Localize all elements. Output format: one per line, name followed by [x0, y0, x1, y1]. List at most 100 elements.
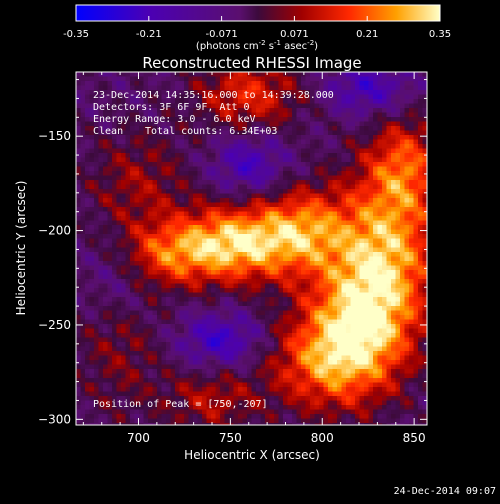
- heatmap-cell: [234, 198, 239, 203]
- heatmap-cell: [378, 126, 383, 131]
- heatmap-cell: [117, 194, 122, 199]
- heatmap-cell: [346, 77, 351, 82]
- heatmap-cell: [247, 252, 252, 257]
- heatmap-cell: [198, 194, 203, 199]
- heatmap-cell: [207, 77, 212, 82]
- heatmap-cell: [175, 257, 180, 262]
- heatmap-cell: [103, 149, 108, 154]
- heatmap-cell: [193, 297, 198, 302]
- heatmap-cell: [360, 248, 365, 253]
- heatmap-cell: [189, 306, 194, 311]
- heatmap-cell: [319, 234, 324, 239]
- heatmap-cell: [265, 207, 270, 212]
- heatmap-cell: [126, 171, 131, 176]
- heatmap-cell: [117, 329, 122, 334]
- heatmap-cell: [81, 311, 86, 316]
- heatmap-cell: [315, 171, 320, 176]
- heatmap-cell: [85, 144, 90, 149]
- heatmap-cell: [189, 72, 194, 77]
- heatmap-cell: [396, 104, 401, 109]
- heatmap-cell: [247, 342, 252, 347]
- heatmap-cell: [126, 194, 131, 199]
- heatmap-cell: [292, 234, 297, 239]
- colorbar-tick-label: 0.35: [429, 29, 451, 40]
- heatmap-cell: [310, 351, 315, 356]
- heatmap-cell: [288, 320, 293, 325]
- heatmap-cell: [346, 207, 351, 212]
- heatmap-cell: [211, 230, 216, 235]
- heatmap-cell: [333, 126, 338, 131]
- heatmap-cell: [265, 288, 270, 293]
- heatmap-cell: [283, 135, 288, 140]
- heatmap-cell: [382, 315, 387, 320]
- heatmap-cell: [171, 189, 176, 194]
- heatmap-cell: [301, 144, 306, 149]
- heatmap-cell: [193, 77, 198, 82]
- heatmap-cell: [76, 113, 81, 118]
- heatmap-cell: [130, 140, 135, 145]
- heatmap-cell: [144, 347, 149, 352]
- heatmap-cell: [355, 342, 360, 347]
- heatmap-cell: [121, 203, 126, 208]
- heatmap-cell: [202, 167, 207, 172]
- heatmap-cell: [175, 185, 180, 190]
- heatmap-cell: [310, 266, 315, 271]
- heatmap-cell: [292, 113, 297, 118]
- heatmap-cell: [238, 216, 243, 221]
- heatmap-cell: [387, 342, 392, 347]
- heatmap-cell: [405, 342, 410, 347]
- heatmap-cell: [301, 149, 306, 154]
- heatmap-cell: [310, 122, 315, 127]
- heatmap-cell: [409, 302, 414, 307]
- heatmap-cell: [112, 198, 117, 203]
- heatmap-cell: [238, 212, 243, 217]
- heatmap-cell: [211, 194, 216, 199]
- heatmap-cell: [198, 306, 203, 311]
- heatmap-cell: [279, 185, 284, 190]
- heatmap-cell: [130, 171, 135, 176]
- heatmap-cell: [166, 189, 171, 194]
- heatmap-cell: [418, 252, 423, 257]
- heatmap-cell: [324, 288, 329, 293]
- heatmap-cell: [135, 279, 140, 284]
- heatmap-cell: [396, 230, 401, 235]
- heatmap-cell: [319, 252, 324, 257]
- heatmap-cell: [193, 180, 198, 185]
- heatmap-cell: [261, 108, 266, 113]
- heatmap-cell: [283, 207, 288, 212]
- heatmap-cell: [225, 212, 230, 217]
- heatmap-cell: [346, 108, 351, 113]
- heatmap-cell: [90, 140, 95, 145]
- heatmap-cell: [81, 212, 86, 217]
- heatmap-cell: [121, 306, 126, 311]
- heatmap-cell: [99, 225, 104, 230]
- heatmap-cell: [126, 275, 131, 280]
- heatmap-cell: [171, 167, 176, 172]
- heatmap-cell: [139, 338, 144, 343]
- heatmap-cell: [288, 117, 293, 122]
- heatmap-cell: [405, 266, 410, 271]
- heatmap-cell: [373, 198, 378, 203]
- heatmap-cell: [202, 81, 207, 86]
- heatmap-cell: [90, 72, 95, 77]
- heatmap-cell: [162, 338, 167, 343]
- heatmap-cell: [301, 158, 306, 163]
- heatmap-cell: [297, 171, 302, 176]
- heatmap-cell: [337, 189, 342, 194]
- heatmap-cell: [414, 338, 419, 343]
- heatmap-cell: [391, 320, 396, 325]
- heatmap-cell: [414, 108, 419, 113]
- heatmap-cell: [225, 144, 230, 149]
- heatmap-cell: [171, 216, 176, 221]
- heatmap-cell: [346, 347, 351, 352]
- heatmap-cell: [288, 284, 293, 289]
- heatmap-cell: [166, 297, 171, 302]
- heatmap-cell: [261, 342, 266, 347]
- heatmap-cell: [211, 189, 216, 194]
- heatmap-cell: [351, 126, 356, 131]
- heatmap-cell: [373, 270, 378, 275]
- heatmap-cell: [211, 356, 216, 361]
- heatmap-cell: [333, 122, 338, 127]
- heatmap-cell: [396, 324, 401, 329]
- heatmap-cell: [135, 162, 140, 167]
